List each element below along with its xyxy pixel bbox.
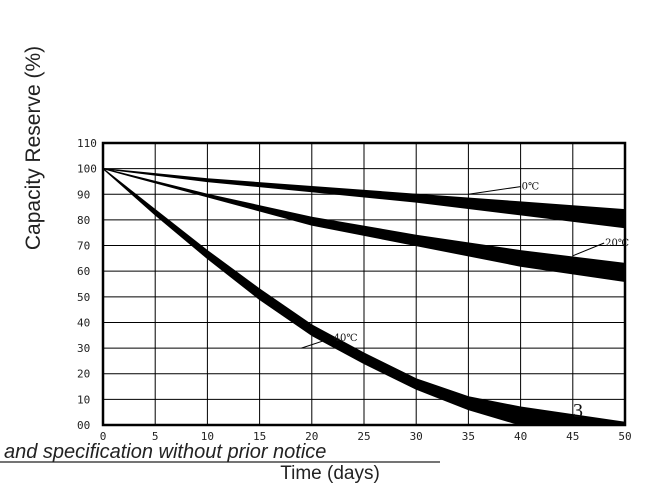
plot-area-frame — [101, 141, 627, 427]
y-tick-label: 30 — [77, 342, 90, 355]
x-tick-label: 0 — [100, 430, 107, 443]
footer-note: and specification without prior notice — [4, 441, 326, 463]
series-label: 40℃ — [334, 333, 358, 344]
y-tick-label: 60 — [77, 265, 90, 278]
y-tick-label: 80 — [77, 214, 90, 227]
y-tick-label: 100 — [77, 163, 97, 176]
x-tick-label: 45 — [566, 430, 579, 443]
y-tick-label: 70 — [77, 240, 90, 253]
series-leader-line — [468, 186, 521, 195]
x-tick-label: 15 — [253, 430, 266, 443]
tick-labels: 0 5 10 15 20 25 30 35 40 45 50 00 10 20 30 40 50 60 70 80 90… — [77, 137, 632, 443]
y-tick-label: 90 — [77, 188, 90, 201]
x-tick-label: 35 — [462, 430, 475, 443]
series-labels: 0℃ 20℃ 40℃ — [301, 182, 629, 349]
y-tick-label: 20 — [77, 368, 90, 381]
y-axis-label: Capacity Reserve (%) — [22, 46, 45, 250]
page-number: 3 — [573, 400, 583, 422]
grid-lines — [102, 142, 626, 426]
x-tick-label: 20 — [305, 430, 318, 443]
series-leader-line — [301, 337, 333, 349]
x-axis-label: Time (days) — [280, 463, 380, 484]
series-label: 20℃ — [605, 238, 629, 249]
series-label: 0℃ — [522, 182, 540, 193]
series-leader-line — [572, 242, 605, 257]
x-tick-label: 10 — [201, 430, 214, 443]
y-tick-label: 10 — [77, 393, 90, 406]
x-tick-label: 30 — [410, 430, 423, 443]
x-tick-label: 5 — [152, 430, 159, 443]
y-tick-label: 50 — [77, 291, 90, 304]
y-tick-label: 110 — [77, 137, 97, 150]
x-tick-label: 40 — [514, 430, 527, 443]
y-tick-label: 40 — [77, 316, 90, 329]
x-tick-label: 25 — [357, 430, 370, 443]
y-tick-label: 00 — [77, 419, 90, 432]
x-tick-label: 50 — [618, 430, 631, 443]
